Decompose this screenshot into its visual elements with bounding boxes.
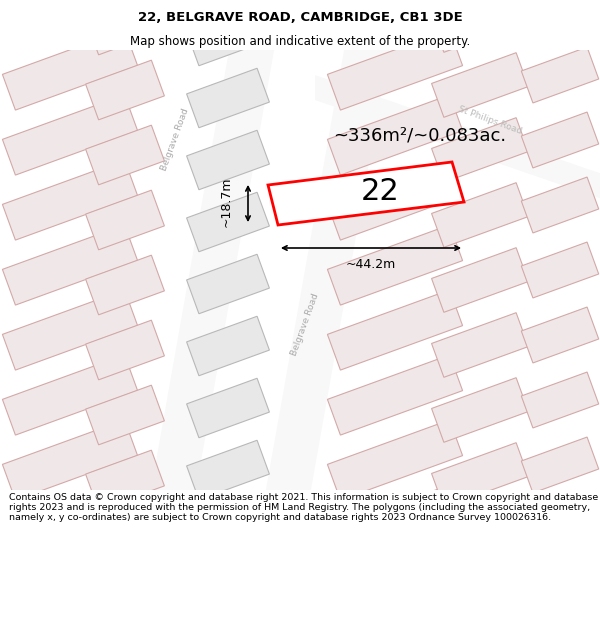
Polygon shape bbox=[328, 355, 463, 435]
Polygon shape bbox=[2, 0, 137, 45]
Polygon shape bbox=[187, 6, 269, 66]
Polygon shape bbox=[187, 254, 269, 314]
Polygon shape bbox=[268, 162, 464, 225]
Polygon shape bbox=[86, 320, 164, 380]
Polygon shape bbox=[328, 290, 463, 370]
Text: 22: 22 bbox=[361, 177, 400, 206]
Polygon shape bbox=[431, 312, 529, 378]
Polygon shape bbox=[86, 190, 164, 250]
Polygon shape bbox=[521, 177, 599, 233]
Polygon shape bbox=[2, 550, 137, 625]
Polygon shape bbox=[86, 125, 164, 185]
Polygon shape bbox=[521, 307, 599, 363]
Polygon shape bbox=[431, 508, 529, 572]
Polygon shape bbox=[521, 112, 599, 168]
Polygon shape bbox=[86, 255, 164, 315]
Polygon shape bbox=[86, 515, 164, 575]
Polygon shape bbox=[521, 47, 599, 103]
Polygon shape bbox=[86, 0, 164, 55]
Text: Belgrave Road: Belgrave Road bbox=[160, 107, 190, 172]
Polygon shape bbox=[86, 580, 164, 625]
Polygon shape bbox=[328, 0, 463, 45]
Polygon shape bbox=[431, 248, 529, 312]
Polygon shape bbox=[187, 316, 269, 376]
Text: 22, BELGRAVE ROAD, CAMBRIDGE, CB1 3DE: 22, BELGRAVE ROAD, CAMBRIDGE, CB1 3DE bbox=[137, 11, 463, 24]
Polygon shape bbox=[86, 385, 164, 445]
Polygon shape bbox=[2, 160, 137, 240]
Polygon shape bbox=[187, 0, 269, 4]
Polygon shape bbox=[431, 0, 529, 52]
Text: ~44.2m: ~44.2m bbox=[346, 258, 396, 271]
Polygon shape bbox=[265, 45, 390, 495]
Polygon shape bbox=[328, 30, 463, 110]
Text: Map shows position and indicative extent of the property.: Map shows position and indicative extent… bbox=[130, 35, 470, 48]
Polygon shape bbox=[2, 420, 137, 500]
Polygon shape bbox=[2, 95, 137, 175]
Polygon shape bbox=[187, 192, 269, 252]
Polygon shape bbox=[187, 378, 269, 438]
Text: Belgrave Road: Belgrave Road bbox=[290, 292, 320, 357]
Text: St Philips Road: St Philips Road bbox=[457, 104, 523, 136]
Polygon shape bbox=[187, 503, 269, 562]
Polygon shape bbox=[521, 372, 599, 428]
Polygon shape bbox=[187, 130, 269, 190]
Polygon shape bbox=[521, 242, 599, 298]
Polygon shape bbox=[2, 30, 137, 110]
Polygon shape bbox=[431, 378, 529, 442]
Polygon shape bbox=[521, 0, 599, 38]
Polygon shape bbox=[521, 437, 599, 493]
Text: Contains OS data © Crown copyright and database right 2021. This information is : Contains OS data © Crown copyright and d… bbox=[9, 492, 598, 522]
Polygon shape bbox=[431, 118, 529, 182]
Polygon shape bbox=[2, 355, 137, 435]
Polygon shape bbox=[328, 485, 463, 565]
Polygon shape bbox=[0, 50, 600, 490]
Polygon shape bbox=[431, 442, 529, 508]
Text: ~336m²/~0.083ac.: ~336m²/~0.083ac. bbox=[334, 126, 506, 144]
Polygon shape bbox=[328, 420, 463, 500]
Polygon shape bbox=[328, 160, 463, 240]
Polygon shape bbox=[431, 182, 529, 248]
Polygon shape bbox=[2, 485, 137, 565]
Polygon shape bbox=[86, 450, 164, 510]
Polygon shape bbox=[2, 225, 137, 305]
Polygon shape bbox=[150, 45, 275, 495]
Polygon shape bbox=[315, 75, 600, 200]
Polygon shape bbox=[187, 68, 269, 128]
Polygon shape bbox=[187, 440, 269, 500]
Polygon shape bbox=[328, 95, 463, 175]
Polygon shape bbox=[328, 225, 463, 305]
Polygon shape bbox=[86, 60, 164, 120]
Polygon shape bbox=[431, 52, 529, 118]
Polygon shape bbox=[2, 290, 137, 370]
Text: ~18.7m: ~18.7m bbox=[220, 176, 233, 227]
Polygon shape bbox=[521, 502, 599, 558]
